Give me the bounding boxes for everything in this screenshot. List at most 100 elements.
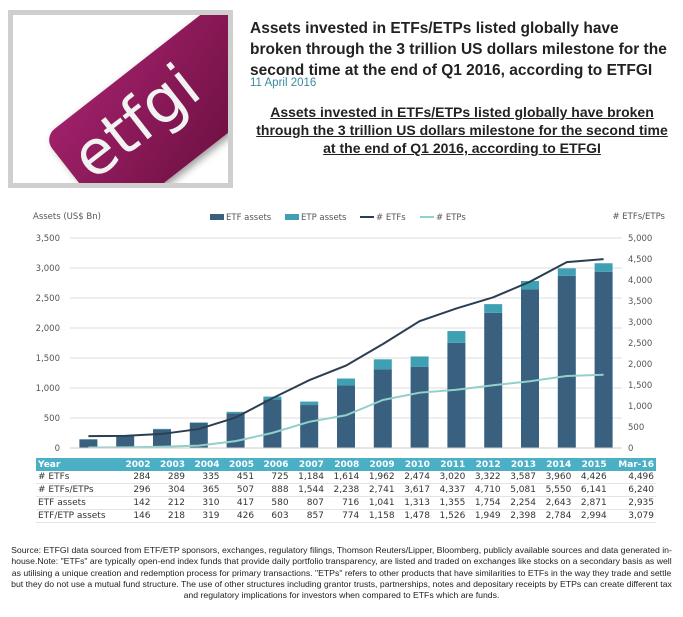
table-header-cell: Mar-16 <box>608 458 656 471</box>
table-cell: 304 <box>152 483 188 497</box>
table-cell: 2,643 <box>537 496 574 510</box>
table-cell: 146 <box>118 509 153 523</box>
bar-etp-assets <box>226 411 245 414</box>
bar-etp-assets <box>594 263 613 272</box>
table-cell: 3,587 <box>502 471 538 484</box>
table-cell: 857 <box>290 509 326 523</box>
table-cell: 319 <box>187 509 222 523</box>
y2-tick-label: 0 <box>628 444 633 454</box>
table-cell: 4,337 <box>431 483 468 497</box>
bar-etp-assets <box>300 401 319 406</box>
legend-swatch <box>210 214 224 220</box>
table-cell: 2,238 <box>325 483 362 497</box>
table-cell: 2,994 <box>573 509 609 523</box>
y2-tick-label: 2,000 <box>628 360 652 370</box>
table-cell: 284 <box>118 471 153 484</box>
bar-etf-assets <box>337 385 355 448</box>
article-title: Assets invested in ETFs/ETPs listed glob… <box>250 20 667 79</box>
table-header-cell: 2012 <box>467 458 503 471</box>
table-cell: 603 <box>256 509 291 523</box>
table-cell: 1,478 <box>396 509 432 523</box>
table-cell: 4,496 <box>608 471 656 484</box>
y-tick-label: 1,000 <box>36 384 60 394</box>
table-cell: 335 <box>187 471 222 484</box>
table-header-cell: 2010 <box>396 458 432 471</box>
y-tick-label: 3,000 <box>36 264 60 274</box>
bar-etp-assets <box>410 356 429 367</box>
bar-etf-assets <box>594 271 613 448</box>
y2-tick-label: 1,500 <box>628 381 652 391</box>
y2-tick-label: 3,000 <box>628 318 652 328</box>
table-cell: ETF assets <box>36 496 118 510</box>
table-header-cell: 2013 <box>502 458 538 471</box>
y2-axis-label: # ETFs/ETPs <box>612 212 665 222</box>
table-cell: 1,041 <box>361 496 397 510</box>
table-cell: 310 <box>187 496 222 510</box>
y2-tick-label: 4,000 <box>628 276 652 286</box>
bar-etf-assets <box>263 399 282 448</box>
table-row: ETF assets 142 212 310 417 580 807 716 1,041 1,31… <box>36 496 656 510</box>
legend-label: # ETFs <box>376 213 406 223</box>
table-cell: ETF/ETP assets <box>36 509 118 523</box>
y-tick-label: 3,500 <box>36 234 60 244</box>
table-cell: 218 <box>152 509 188 523</box>
table-cell: 2,474 <box>396 471 432 484</box>
table-cell: 289 <box>152 471 188 484</box>
table-cell: 725 <box>256 471 291 484</box>
table-cell: 1,184 <box>290 471 326 484</box>
y-tick-label: 1,500 <box>36 354 60 364</box>
bar-etp-assets <box>521 280 539 290</box>
table-cell: 4,426 <box>573 471 609 484</box>
bar-etp-assets <box>373 359 392 370</box>
bar-etf-assets <box>410 366 429 448</box>
table-cell: 1,544 <box>290 483 326 497</box>
legend-label: ETP assets <box>301 213 347 223</box>
bar-etp-assets <box>153 428 171 430</box>
table-header-cell: 2008 <box>325 458 362 471</box>
table-cell: 3,960 <box>537 471 574 484</box>
y2-tick-label: 1,000 <box>628 402 652 412</box>
y-tick-label: 500 <box>44 414 60 424</box>
table-header-cell: Year <box>36 458 118 471</box>
source-note: Source: ETFGI data sourced from ETF/ETP … <box>11 545 672 601</box>
table-cell: 774 <box>325 509 362 523</box>
bar-etf-assets <box>116 435 135 448</box>
line-etfs-count <box>88 258 604 438</box>
table-header-cell: 2015 <box>573 458 609 471</box>
y2-tick-label: 4,500 <box>628 255 652 265</box>
table-cell: 1,355 <box>431 496 468 510</box>
table-header-cell: 2006 <box>256 458 291 471</box>
article-date: 11 April 2016 <box>250 77 317 89</box>
bar-etf-assets <box>484 312 503 448</box>
table-row: # ETFs 284 289 335 451 725 1,184 1,614 1,962 2,47… <box>36 471 656 484</box>
table-cell: 142 <box>118 496 153 510</box>
y-tick-label: 2,500 <box>36 294 60 304</box>
table-cell: 3,617 <box>396 483 432 497</box>
bar-etf-assets <box>373 369 392 448</box>
bar-etf-assets <box>521 289 539 448</box>
y-tick-label: 2,000 <box>36 324 60 334</box>
table-header-cell: 2004 <box>187 458 222 471</box>
line-etps-count <box>88 373 604 449</box>
y2-tick-label: 5,000 <box>628 234 652 244</box>
y2-tick-label: 3,500 <box>628 297 652 307</box>
table-cell: 2,398 <box>502 509 538 523</box>
table-header-cell: 2005 <box>221 458 257 471</box>
table-cell: 580 <box>256 496 291 510</box>
bar-etp-assets <box>484 304 503 313</box>
table-cell: 1,614 <box>325 471 362 484</box>
bar-etp-assets <box>447 331 466 343</box>
table-header-cell: 2009 <box>361 458 397 471</box>
bar-etp-assets <box>337 378 355 386</box>
data-table: Year 2002 2003 2004 2005 2006 2007 2008 2009 2010… <box>36 458 656 523</box>
legend-swatch <box>285 214 299 220</box>
y-tick-label: 0 <box>55 444 60 454</box>
table-cell: 6,141 <box>573 483 609 497</box>
table-cell: 4,710 <box>467 483 503 497</box>
table-cell: 2,741 <box>361 483 397 497</box>
bar-etf-assets <box>300 405 319 448</box>
table-header-cell: 2014 <box>537 458 574 471</box>
table-cell: 2,935 <box>608 496 656 510</box>
table-cell: 296 <box>118 483 153 497</box>
article-subtitle-link[interactable]: Assets invested in ETFs/ETPs listed glob… <box>256 104 668 156</box>
